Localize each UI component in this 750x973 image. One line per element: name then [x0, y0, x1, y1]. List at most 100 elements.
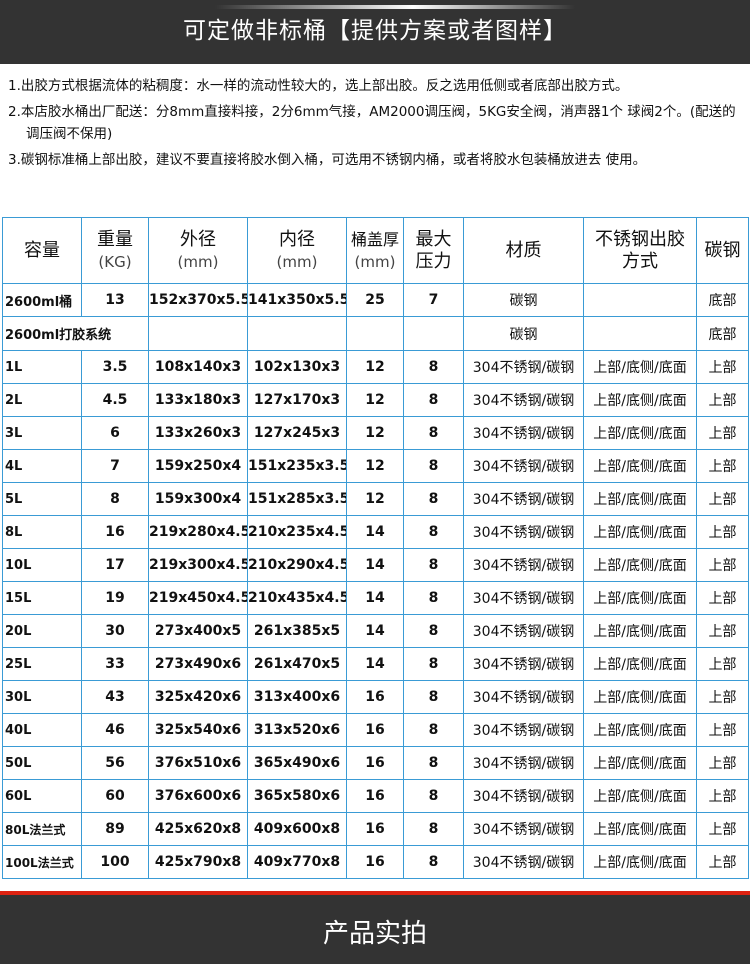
- column-header-label: 外径: [180, 228, 216, 250]
- table-cell: 30: [81, 614, 149, 648]
- table-cell: 304不锈钢/碳钢: [463, 680, 584, 714]
- table-row: 50L 56 376x510x6 365x490x6 16 8 304不锈钢/碳钢 上部/底侧…: [2, 746, 749, 780]
- table-cell: [403, 316, 464, 351]
- table-cell: [148, 316, 248, 351]
- table-row: 2L 4.5 133x180x3 127x170x3 12 8 304不锈钢/碳钢 上部/底侧…: [2, 383, 749, 417]
- table-cell: 409x600x8: [247, 812, 347, 846]
- column-header: 外径 (mm): [148, 217, 248, 284]
- table-cell: 上部: [696, 680, 749, 714]
- table-cell: 19: [81, 581, 149, 615]
- column-header-label: 最大压力: [415, 228, 452, 272]
- column-header-label: 材质: [505, 239, 542, 261]
- table-cell: 219x300x4.5: [148, 548, 248, 582]
- table-header-row: 容量 重量 (KG) 外径 (mm) 内径 (mm) 桶盖厚 (mm) 最大压力 材质 不锈钢出胶方式…: [2, 217, 749, 284]
- table-cell: 16: [346, 779, 404, 813]
- column-header-unit: (mm): [276, 252, 318, 271]
- table-row: 60L 60 376x600x6 365x580x6 16 8 304不锈钢/碳钢 上部/底侧…: [2, 779, 749, 813]
- table-cell: 210x235x4.5: [247, 515, 347, 549]
- table-cell: 上部: [696, 746, 749, 780]
- banner-highlight: [215, 5, 575, 9]
- table-cell: 碳钢: [463, 316, 584, 351]
- table-cell: 304不锈钢/碳钢: [463, 515, 584, 549]
- table-cell: 上部/底侧/底面: [583, 647, 697, 681]
- column-header-label: 碳钢: [704, 239, 741, 261]
- column-header-label: 容量: [24, 239, 60, 261]
- table-cell: 7: [403, 283, 464, 317]
- column-header-label: 内径: [279, 228, 315, 250]
- table-cell: 8: [403, 548, 464, 582]
- table-cell: 8: [403, 449, 464, 483]
- table-cell: 7: [81, 449, 149, 483]
- table-cell: 210x290x4.5: [247, 548, 347, 582]
- table-cell: 6: [81, 416, 149, 450]
- table-cell: 89: [81, 812, 149, 846]
- table-cell: 325x540x6: [148, 713, 248, 747]
- table-cell: 2600ml打胶系统: [2, 316, 149, 351]
- table-cell: 127x245x3: [247, 416, 347, 450]
- table-cell: 上部/底侧/底面: [583, 713, 697, 747]
- table-cell: 4L: [2, 449, 82, 483]
- table-cell: 上部/底侧/底面: [583, 845, 697, 879]
- table-row: 1L 3.5 108x140x3 102x130x3 12 8 304不锈钢/碳钢 上部/底侧…: [2, 350, 749, 384]
- table-cell: 上部: [696, 812, 749, 846]
- column-header: 容量: [2, 217, 82, 284]
- table-cell: 上部/底侧/底面: [583, 812, 697, 846]
- table-cell: 上部/底侧/底面: [583, 350, 697, 384]
- table-cell: 8: [403, 713, 464, 747]
- table-cell: 304不锈钢/碳钢: [463, 383, 584, 417]
- table-cell: 33: [81, 647, 149, 681]
- table-row: 25L 33 273x490x6 261x470x5 14 8 304不锈钢/碳钢 上部/底侧…: [2, 647, 749, 681]
- table-cell: 13: [81, 283, 149, 317]
- table-cell: 上部/底侧/底面: [583, 680, 697, 714]
- table-cell: 上部: [696, 647, 749, 681]
- table-cell: 2L: [2, 383, 82, 417]
- table-cell: 56: [81, 746, 149, 780]
- table-cell: 上部: [696, 449, 749, 483]
- table-cell: 304不锈钢/碳钢: [463, 548, 584, 582]
- table-cell: 219x450x4.5: [148, 581, 248, 615]
- table-cell: 304不锈钢/碳钢: [463, 713, 584, 747]
- table-cell: 16: [346, 680, 404, 714]
- table-cell: 8: [403, 515, 464, 549]
- table-cell: 8: [403, 845, 464, 879]
- table-cell: 25L: [2, 647, 82, 681]
- table-cell: 261x470x5: [247, 647, 347, 681]
- table-cell: 上部: [696, 383, 749, 417]
- column-header: 内径 (mm): [247, 217, 347, 284]
- column-header: 不锈钢出胶方式: [583, 217, 697, 284]
- spec-table: 容量 重量 (KG) 外径 (mm) 内径 (mm) 桶盖厚 (mm) 最大压力 材质 不锈钢出胶方式…: [2, 217, 749, 879]
- table-cell: 151x235x3.5: [247, 449, 347, 483]
- table-cell: 14: [346, 548, 404, 582]
- table-cell: 304不锈钢/碳钢: [463, 416, 584, 450]
- table-cell: 40L: [2, 713, 82, 747]
- table-cell: 376x600x6: [148, 779, 248, 813]
- table-cell: 304不锈钢/碳钢: [463, 581, 584, 615]
- table-cell: 46: [81, 713, 149, 747]
- table-cell: 43: [81, 680, 149, 714]
- column-header: 材质: [463, 217, 584, 284]
- table-cell: 16: [81, 515, 149, 549]
- banner-title: 可定做非标桶【提供方案或者图样】: [183, 18, 567, 44]
- table-cell: 上部/底侧/底面: [583, 746, 697, 780]
- table-row: 10L 17 219x300x4.5 210x290x4.5 14 8 304不锈钢/碳钢上…: [2, 548, 749, 582]
- table-cell: 上部: [696, 779, 749, 813]
- table-cell: 159x300x4: [148, 482, 248, 516]
- table-cell: 141x350x5.5: [247, 283, 347, 317]
- table-row: 2600ml打胶系统 碳钢 底部: [2, 316, 749, 351]
- table-row: 40L 46 325x540x6 313x520x6 16 8 304不锈钢/碳钢 上部/底侧…: [2, 713, 749, 747]
- table-cell: 304不锈钢/碳钢: [463, 482, 584, 516]
- table-cell: 上部/底侧/底面: [583, 515, 697, 549]
- note-1: 1.出胶方式根据流体的粘稠度：水一样的流动性较大的，选上部出胶。反之选用低侧或者…: [8, 78, 629, 94]
- table-cell: 304不锈钢/碳钢: [463, 845, 584, 879]
- table-cell: 16: [346, 713, 404, 747]
- table-cell: 上部/底侧/底面: [583, 383, 697, 417]
- table-cell: 上部: [696, 350, 749, 384]
- table-row: 15L 19 219x450x4.5 210x435x4.5 14 8 304不锈钢/碳钢上…: [2, 581, 749, 615]
- table-cell: 上部/底侧/底面: [583, 416, 697, 450]
- table-cell: 上部/底侧/底面: [583, 548, 697, 582]
- column-header: 碳钢: [696, 217, 749, 284]
- table-cell: 5L: [2, 482, 82, 516]
- table-cell: 8: [403, 779, 464, 813]
- table-cell: 上部/底侧/底面: [583, 482, 697, 516]
- table-cell: 8: [403, 746, 464, 780]
